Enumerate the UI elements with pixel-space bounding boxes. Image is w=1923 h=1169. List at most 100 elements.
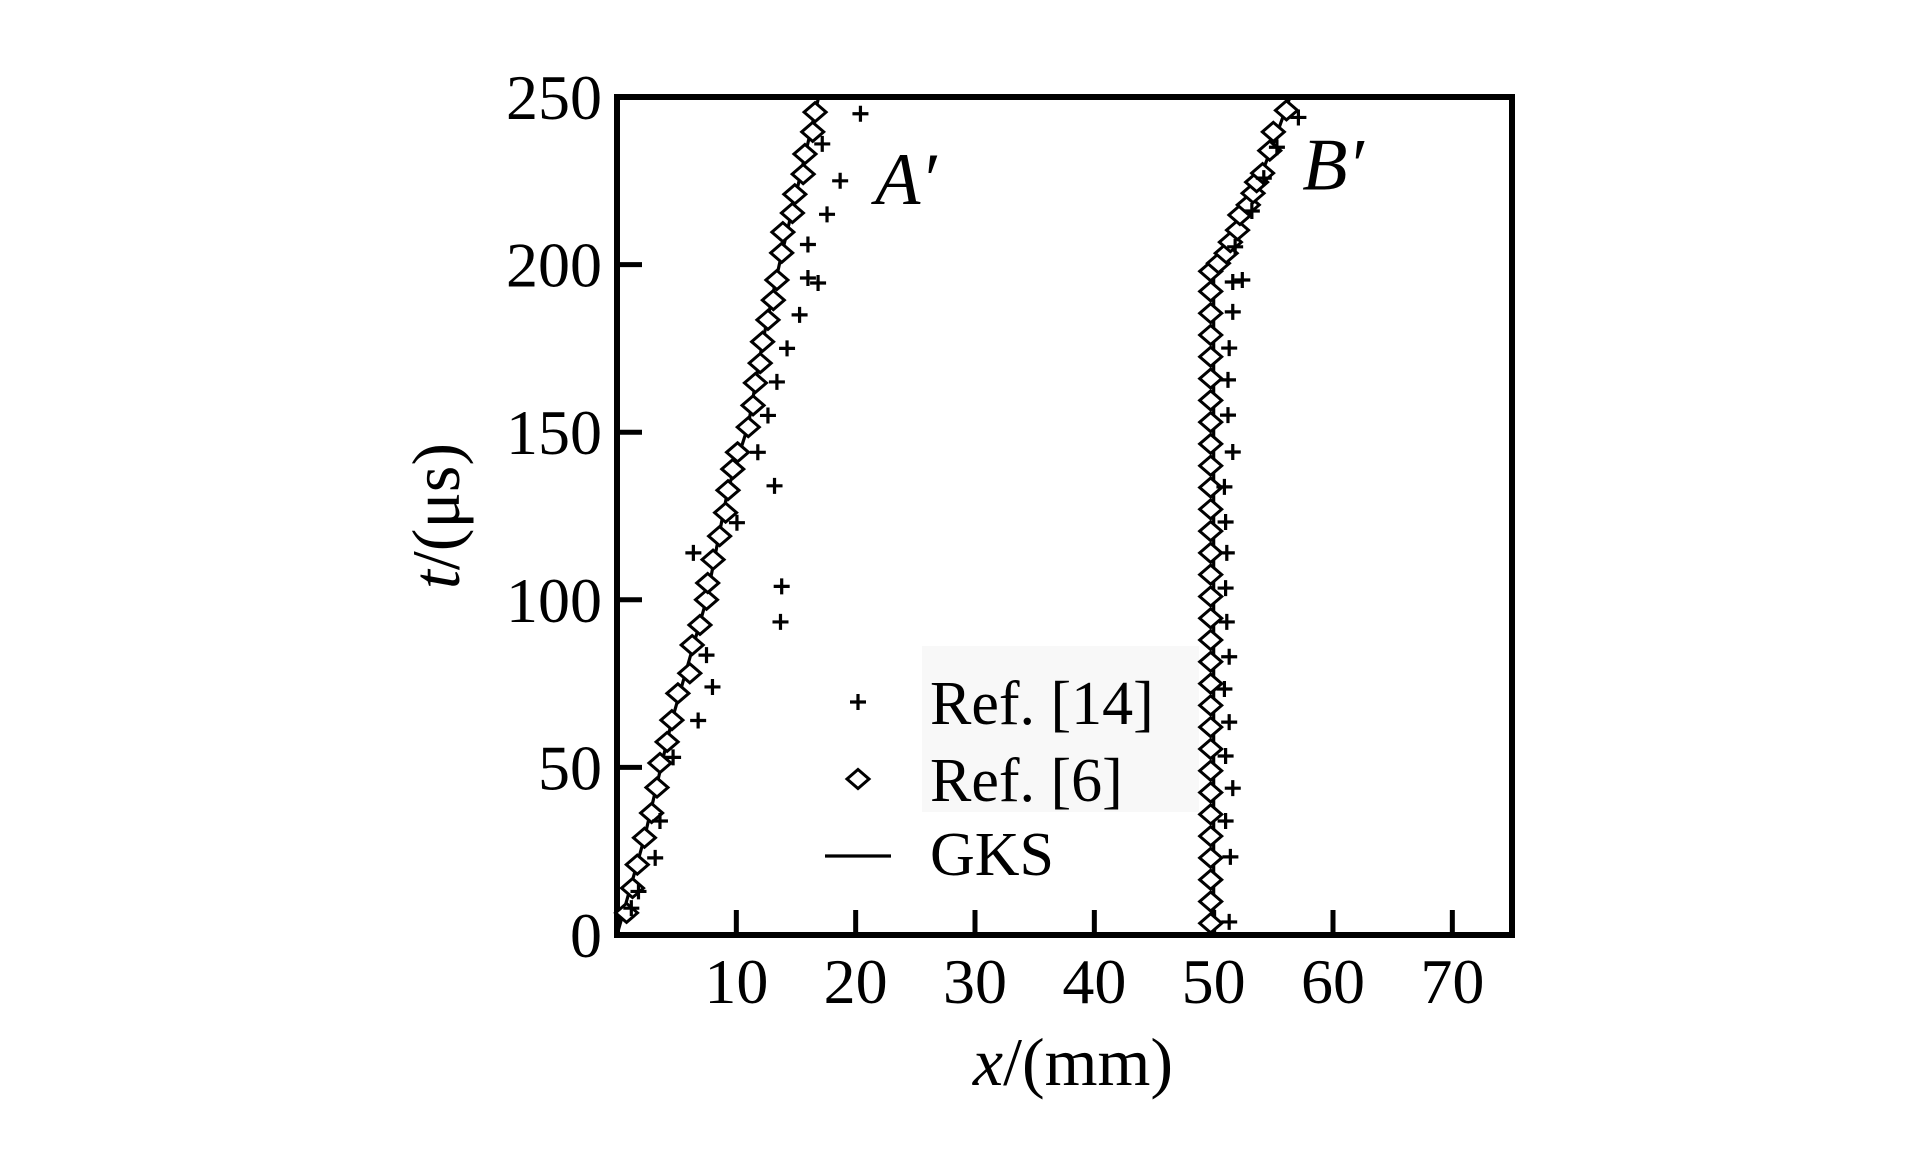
ref6-diamond-marker [719,457,747,481]
ref6-diamond-marker [1197,715,1224,739]
ref6-diamond-marker [1197,672,1224,696]
series-ref6 [613,98,1300,935]
ref14-plus-marker [728,514,745,531]
ref14-plus-marker [819,206,836,223]
ref6-diamond-marker [1197,497,1224,521]
y-axis-tick-label: 250 [506,62,602,133]
ref6-diamond-marker [623,853,651,877]
ref14-plus-marker [1216,680,1233,697]
ref6-diamond-marker [1197,367,1224,391]
ref6-diamond-marker [1224,218,1251,242]
y-axis-tick-label: 150 [506,397,602,468]
ref6-diamond-marker [749,330,776,354]
ref6-diamond-marker [1197,519,1224,543]
ref6-diamond-marker [1273,98,1300,122]
ref6-diamond-marker [631,826,658,850]
x-axis-tick-label: 50 [1182,946,1246,1017]
ref14-plus-marker [749,444,766,461]
ref14-plus-marker [1217,748,1234,765]
ref6-diamond-marker [694,571,721,595]
ref14-plus-marker [1221,648,1238,665]
ref14-plus-marker [799,236,816,253]
ref6-diamond-marker [779,201,806,225]
ref14-plus-marker [1218,544,1235,561]
ref6-diamond-marker [1197,693,1224,717]
ref6-diamond-marker [1197,432,1224,456]
ref14-plus-marker [779,340,796,357]
ref6-diamond-marker [1197,563,1224,587]
ref14-plus-marker [698,647,715,664]
ref6-diamond-marker [789,162,817,186]
ref14-plus-marker [1221,340,1238,357]
ref6-diamond-marker [693,588,720,612]
ref14-plus-marker [773,578,790,595]
ref6-diamond-marker [1197,606,1224,630]
ref14-plus-marker [832,172,849,189]
ref14-plus-marker [1268,139,1285,156]
ref6-diamond-marker [706,524,733,548]
ref14-plus-marker [799,270,816,287]
ref6-diamond-marker [760,288,787,312]
ref14-plus-marker [1234,272,1251,289]
ref14-plus-marker [1222,848,1239,865]
ref14-plus-marker [1219,371,1236,388]
ref14-plus-marker [1221,913,1238,930]
ref6-diamond-marker [1197,824,1224,848]
ref14-plus-marker [665,749,682,766]
ref14-plus-marker [630,883,647,900]
ref14-plus-marker [852,105,869,122]
ref6-diamond-marker [646,751,674,775]
ref6-diamond-marker [1197,541,1224,565]
ref14-plus-marker [814,135,831,152]
ref14-plus-marker [685,544,702,561]
legend-backdrop [922,646,1199,812]
ref14-plus-marker [1224,303,1241,320]
curve-label: A′ [870,139,938,221]
plot-frame [614,94,1515,938]
ref6-diamond-marker [658,708,686,732]
ref6-diamond-marker [724,440,751,464]
ref6-diamond-marker [1197,802,1224,826]
x-axis-label: x/(mm) [972,1024,1173,1100]
x-axis-tick-label: 30 [943,946,1007,1017]
y-axis-tick-label: 200 [506,230,602,301]
ref6-diamond-marker [1197,345,1224,369]
ref14-plus-marker [1255,170,1272,187]
ref6-diamond-marker [1197,911,1224,935]
ref6-diamond-marker [763,268,791,292]
ref6-diamond-marker [676,661,704,685]
ref6-diamond-marker [643,776,671,799]
ref6-diamond-marker [619,876,646,900]
ref6-diamond-marker [799,120,827,144]
ref6-diamond-marker [1197,279,1224,303]
ref6-diamond-marker [664,681,692,705]
ref6-diamond-marker [1197,584,1224,608]
ref6-diamond-marker [638,801,665,825]
ref14-plus-marker [1224,780,1241,797]
legend-label: GKS [930,821,1054,889]
ref14-plus-marker [651,813,668,830]
ref6-diamond-marker [734,415,762,439]
y-axis-tick-label: 100 [506,565,602,636]
ref14-plus-marker [704,678,721,695]
ref6-diamond-marker [1197,454,1224,478]
ref14-plus-marker [1227,238,1244,255]
legend-label: Ref. [6] [930,747,1123,815]
ref6-diamond-marker [1260,120,1287,144]
ref14-plus-marker [623,900,640,917]
ref14-plus-marker [1217,514,1234,531]
ref14-plus-marker [1224,274,1241,291]
y-axis-tick-label: 50 [538,732,602,803]
x-axis: 10 20 30 40 50 60 70 [704,910,1484,1017]
ref6-diamond-marker [1197,868,1224,892]
ref6-diamond-marker [801,100,829,124]
ref14-plus-marker [1217,813,1234,830]
ref6-diamond-marker [769,220,797,244]
ref14-plus-marker [1221,714,1238,731]
ref6-diamond-marker [1197,650,1224,674]
x-axis-tick-label: 10 [704,946,768,1017]
ref6-diamond-marker [714,478,742,502]
ref14-plus-marker [768,373,785,390]
legend-label: Ref. [14] [930,670,1154,738]
